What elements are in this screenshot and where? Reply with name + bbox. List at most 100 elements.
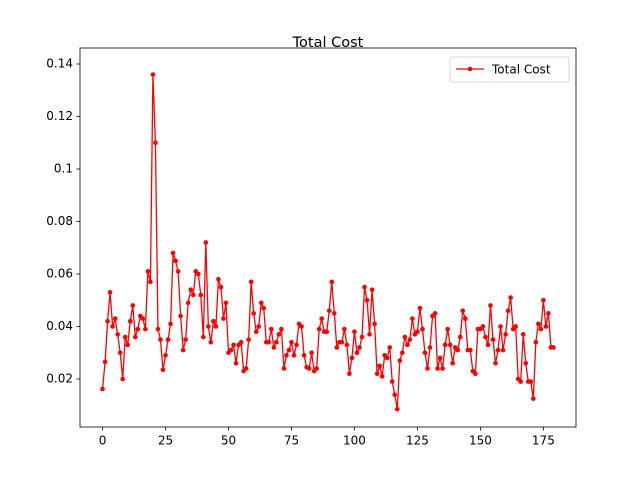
marker — [188, 287, 194, 293]
marker — [125, 342, 131, 348]
marker — [359, 334, 365, 340]
marker — [148, 279, 153, 285]
marker — [190, 292, 196, 298]
marker — [500, 347, 506, 353]
marker — [460, 308, 466, 314]
marker — [216, 276, 221, 282]
marker — [344, 342, 350, 348]
marker — [195, 271, 201, 277]
marker — [284, 353, 289, 358]
x-tick-label: 50 — [221, 434, 236, 448]
marker — [122, 334, 128, 340]
marker — [115, 332, 120, 337]
marker — [231, 342, 236, 348]
legend: Total Cost — [449, 56, 570, 83]
marker — [132, 334, 138, 340]
marker — [379, 374, 385, 379]
marker — [407, 337, 413, 342]
marker — [253, 329, 259, 335]
marker — [387, 345, 393, 350]
marker — [505, 308, 511, 314]
marker — [316, 326, 322, 332]
marker — [256, 324, 262, 329]
marker — [362, 284, 367, 290]
marker — [170, 250, 176, 256]
marker — [258, 300, 264, 306]
marker — [354, 350, 360, 356]
y-tick-label: 0.12 — [46, 109, 73, 123]
marker — [543, 324, 549, 329]
marker — [127, 318, 133, 324]
marker — [281, 366, 287, 371]
marker — [402, 334, 408, 340]
marker — [140, 316, 146, 321]
marker — [243, 366, 249, 371]
marker — [551, 345, 556, 350]
marker — [100, 386, 105, 392]
marker — [331, 311, 337, 316]
marker — [102, 359, 108, 365]
marker — [503, 332, 508, 337]
marker — [473, 371, 478, 377]
marker — [528, 379, 534, 384]
marker — [150, 72, 156, 77]
marker — [415, 329, 420, 335]
marker — [120, 376, 125, 382]
marker — [520, 332, 526, 337]
marker — [221, 316, 226, 321]
marker — [369, 287, 375, 293]
marker — [334, 345, 340, 350]
marker — [306, 366, 312, 371]
marker — [483, 334, 488, 340]
y-tick-label: 0.1 — [54, 161, 73, 175]
marker — [223, 300, 229, 306]
marker — [233, 360, 239, 366]
x-tick-label: 100 — [343, 434, 366, 448]
marker — [110, 324, 115, 329]
marker — [508, 295, 513, 300]
marker — [228, 347, 234, 353]
marker — [546, 311, 551, 316]
marker — [493, 360, 498, 366]
marker — [442, 342, 448, 348]
marker — [112, 316, 118, 321]
marker — [352, 329, 357, 335]
marker — [294, 342, 299, 348]
y-tick-label: 0.06 — [46, 266, 73, 280]
marker — [266, 339, 272, 345]
marker — [417, 305, 423, 311]
marker — [357, 345, 362, 350]
marker — [314, 366, 319, 371]
chart-title: Total Cost — [292, 35, 364, 51]
marker — [513, 324, 518, 329]
marker — [165, 337, 171, 342]
marker — [301, 353, 307, 358]
marker — [163, 353, 168, 358]
marker — [394, 406, 400, 412]
marker — [175, 269, 181, 274]
marker — [326, 308, 332, 314]
marker — [143, 326, 148, 332]
x-tick-label: 125 — [406, 434, 429, 448]
marker — [427, 345, 433, 350]
marker — [400, 350, 405, 356]
marker — [364, 297, 370, 303]
marker — [248, 279, 254, 285]
marker — [377, 363, 382, 369]
marker — [347, 371, 352, 377]
marker — [480, 324, 486, 329]
marker — [178, 313, 183, 319]
marker — [145, 269, 151, 274]
x-tick-label: 0 — [99, 434, 107, 448]
marker — [523, 360, 529, 366]
marker — [286, 347, 292, 353]
marker — [261, 305, 267, 311]
marker — [180, 347, 186, 353]
marker — [435, 366, 440, 371]
x-tick-label: 75 — [284, 434, 299, 448]
marker — [107, 290, 113, 295]
marker — [392, 392, 398, 398]
legend-marker — [467, 66, 473, 72]
marker — [410, 316, 415, 321]
